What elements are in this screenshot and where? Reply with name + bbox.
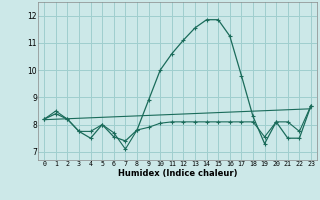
- X-axis label: Humidex (Indice chaleur): Humidex (Indice chaleur): [118, 169, 237, 178]
